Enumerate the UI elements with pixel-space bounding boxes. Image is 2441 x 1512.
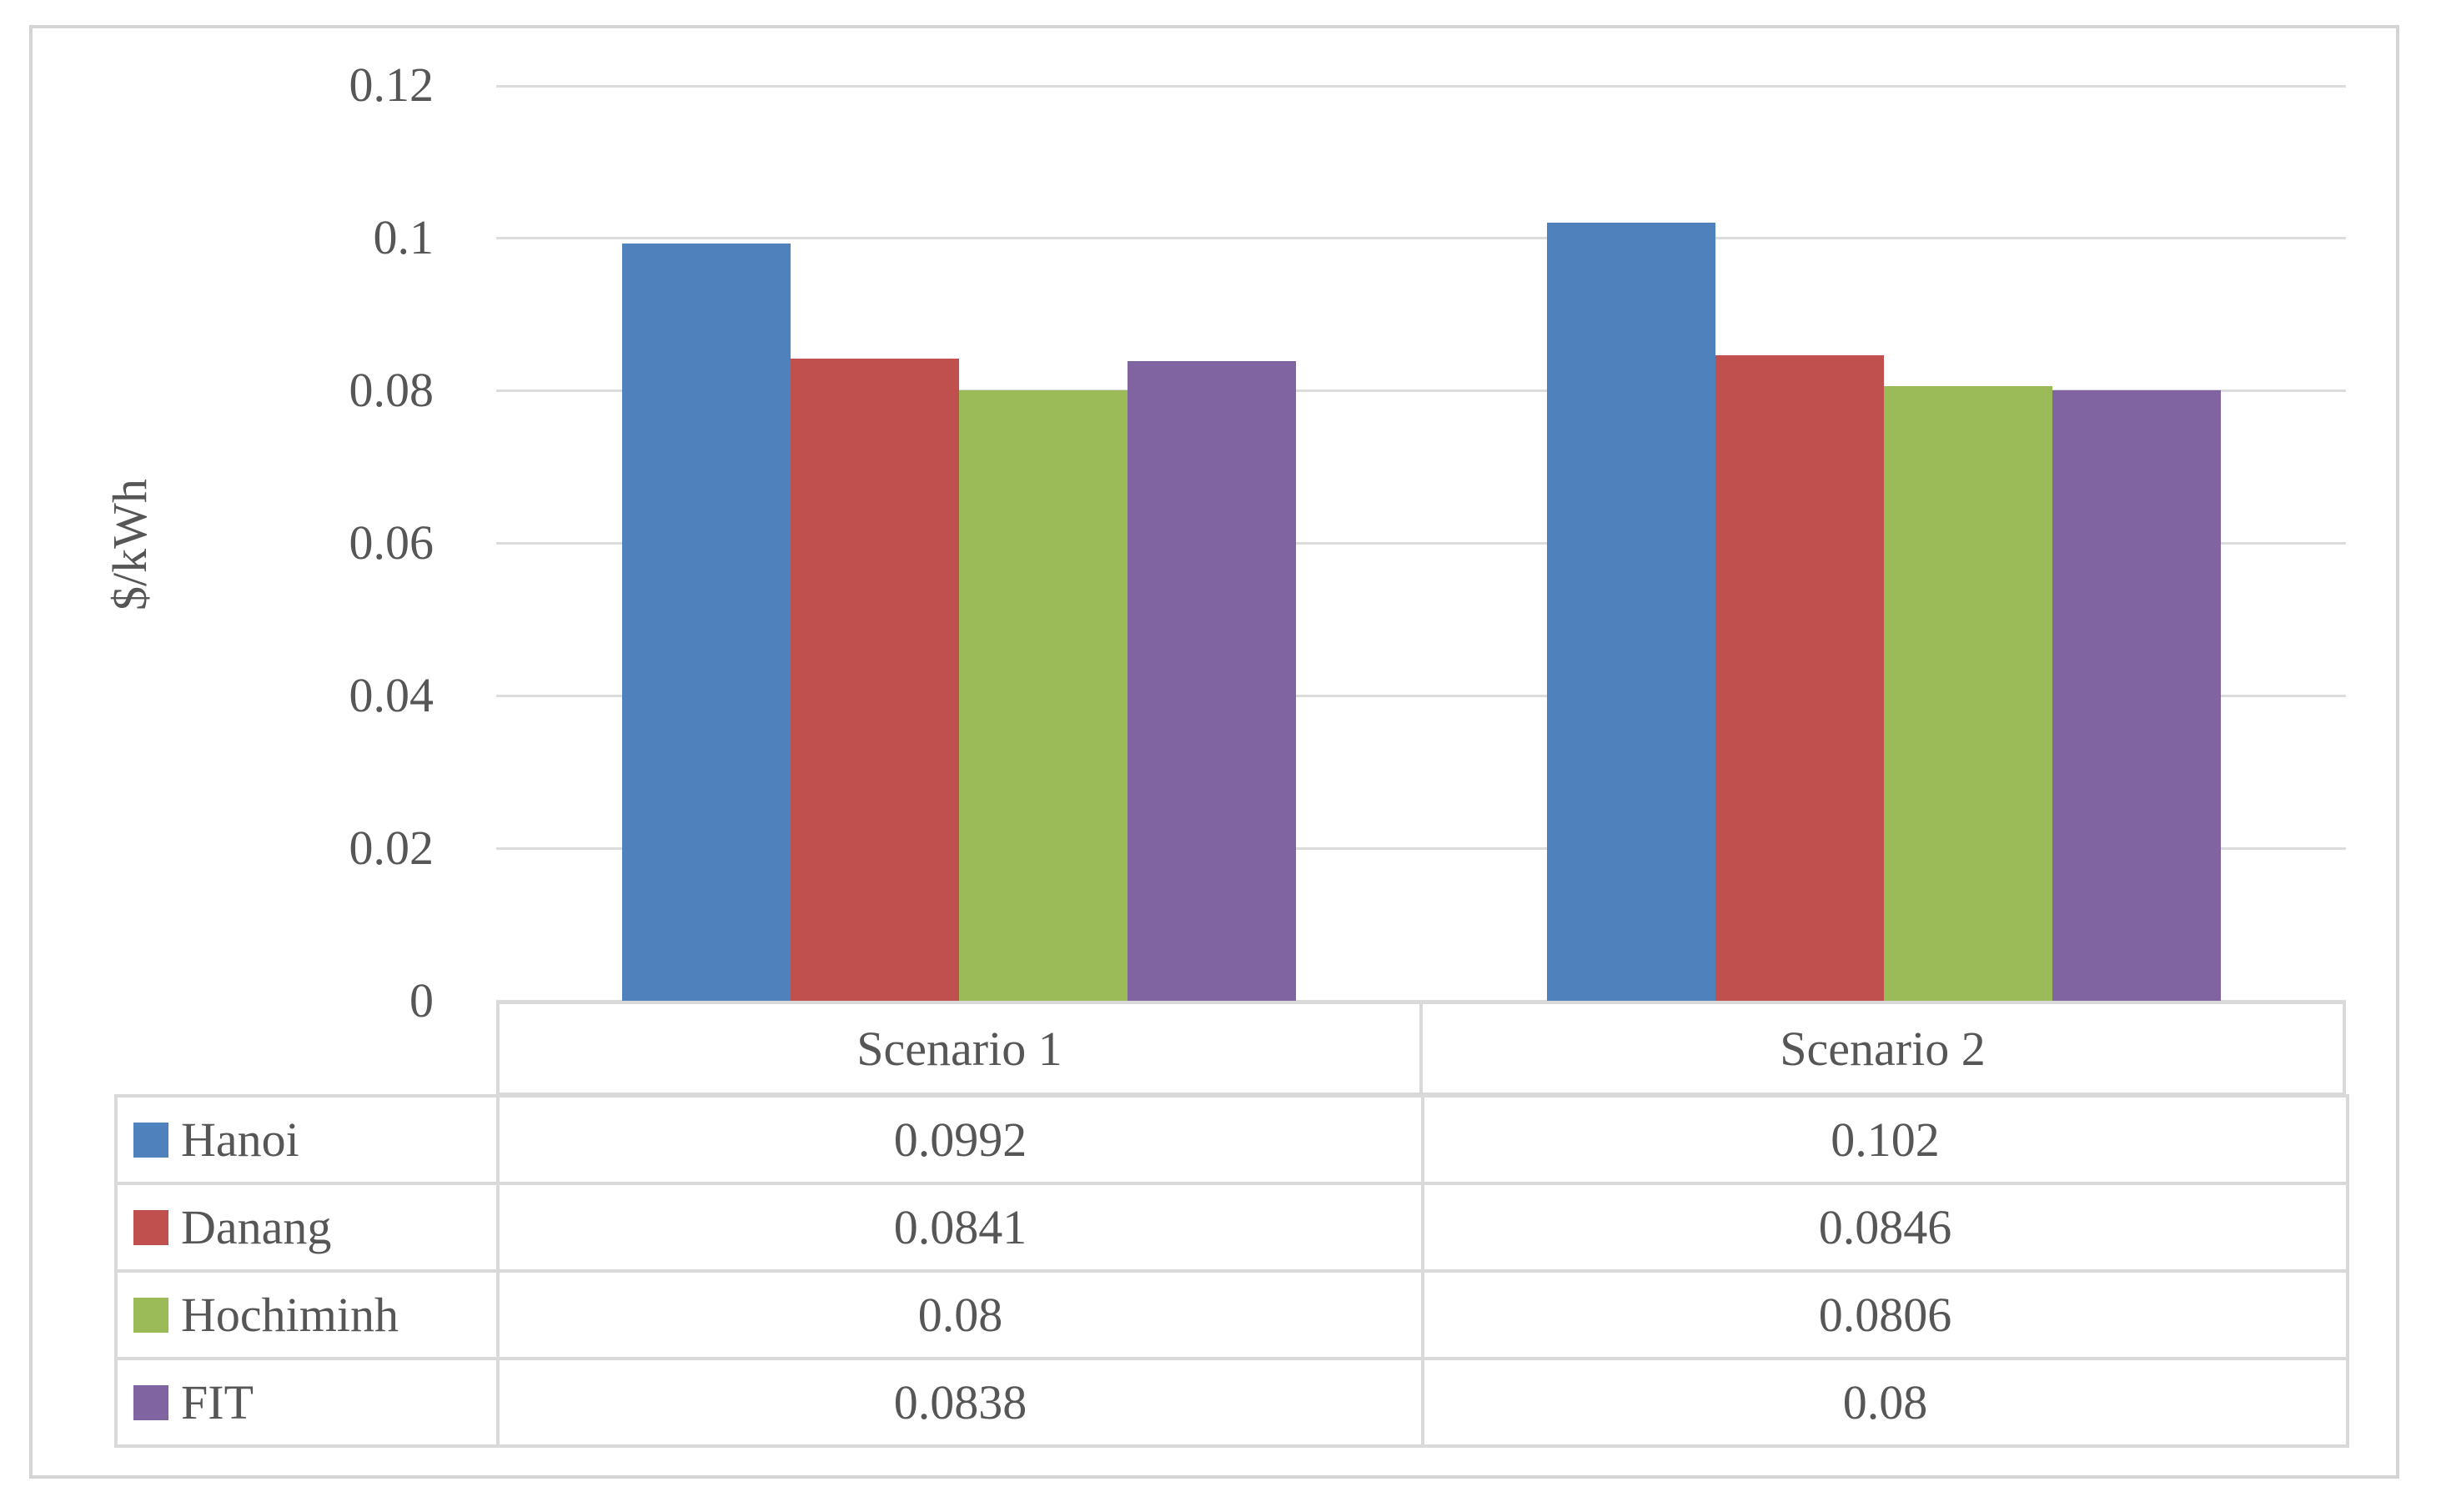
value-hanoi-scenario-1: 0.0992 xyxy=(496,1094,1424,1185)
series-label-hochiminh: Hochiminh xyxy=(181,1288,399,1342)
plot-area xyxy=(496,85,2346,1002)
gridline-0.1 xyxy=(496,236,2346,239)
bar-hanoi-scenario-1 xyxy=(621,244,791,1001)
chart-frame: $/kWh Scenario 1 Scenario 2 xyxy=(29,25,2399,1479)
legend-cell-hochiminh: Hochiminh xyxy=(114,1269,500,1360)
value-fit-scenario-1: 0.0838 xyxy=(496,1357,1424,1448)
category-header-row: Scenario 1 Scenario 2 xyxy=(496,1001,2346,1096)
value-hanoi-scenario-2: 0.102 xyxy=(1421,1094,2349,1185)
value-fit-scenario-2: 0.08 xyxy=(1421,1357,2349,1448)
series-label-hanoi: Hanoi xyxy=(181,1113,299,1167)
bar-danang-scenario-2 xyxy=(1715,354,1884,1001)
bar-hanoi-scenario-2 xyxy=(1546,222,1715,1001)
gridline-0.06 xyxy=(496,541,2346,545)
table-row-fit: FIT 0.0838 0.08 xyxy=(114,1357,2349,1448)
bar-fit-scenario-1 xyxy=(1127,361,1296,1001)
bar-danang-scenario-1 xyxy=(790,359,959,1001)
y-tick-label-0.04: 0.04 xyxy=(349,668,434,722)
bar-hochiminh-scenario-1 xyxy=(958,390,1128,1001)
data-table: Hanoi 0.0992 0.102 Danang 0.0841 0.0846 xyxy=(114,1094,2349,1448)
table-row-hanoi: Hanoi 0.0992 0.102 xyxy=(114,1094,2349,1185)
legend-cell-hanoi: Hanoi xyxy=(114,1094,500,1185)
table-row-hochiminh: Hochiminh 0.08 0.0806 xyxy=(114,1269,2349,1360)
series-label-fit: FIT xyxy=(181,1375,254,1429)
legend-swatch-hochiminh-icon xyxy=(133,1297,168,1333)
gridline-0.12 xyxy=(496,85,2346,88)
y-tick-label-0.06: 0.06 xyxy=(349,515,434,570)
legend-swatch-hanoi-icon xyxy=(133,1122,168,1158)
value-danang-scenario-1: 0.0841 xyxy=(496,1182,1424,1273)
value-hochiminh-scenario-1: 0.08 xyxy=(496,1269,1424,1360)
gridline-0.08 xyxy=(496,389,2346,392)
bar-fit-scenario-2 xyxy=(2052,390,2221,1001)
category-header-scenario-2: Scenario 2 xyxy=(1419,1001,2346,1096)
category-header-scenario-1: Scenario 1 xyxy=(496,1001,1423,1096)
data-table-header: Scenario 1 Scenario 2 xyxy=(496,1001,2346,1096)
legend-cell-fit: FIT xyxy=(114,1357,500,1448)
y-tick-label-0.1: 0.1 xyxy=(373,210,434,264)
y-tick-label-0.02: 0.02 xyxy=(349,821,434,875)
y-tick-label-0.12: 0.12 xyxy=(349,58,434,112)
y-tick-label-0.08: 0.08 xyxy=(349,363,434,417)
gridline-0.02 xyxy=(496,846,2346,850)
bar-hochiminh-scenario-2 xyxy=(1883,385,2052,1001)
value-danang-scenario-2: 0.0846 xyxy=(1421,1182,2349,1273)
table-row-danang: Danang 0.0841 0.0846 xyxy=(114,1182,2349,1273)
y-tick-label-0: 0 xyxy=(409,973,434,1027)
legend-swatch-danang-icon xyxy=(133,1209,168,1245)
gridline-0.04 xyxy=(496,694,2346,697)
series-label-danang: Danang xyxy=(181,1200,332,1254)
value-hochiminh-scenario-2: 0.0806 xyxy=(1421,1269,2349,1360)
legend-swatch-fit-icon xyxy=(133,1384,168,1420)
legend-cell-danang: Danang xyxy=(114,1182,500,1273)
